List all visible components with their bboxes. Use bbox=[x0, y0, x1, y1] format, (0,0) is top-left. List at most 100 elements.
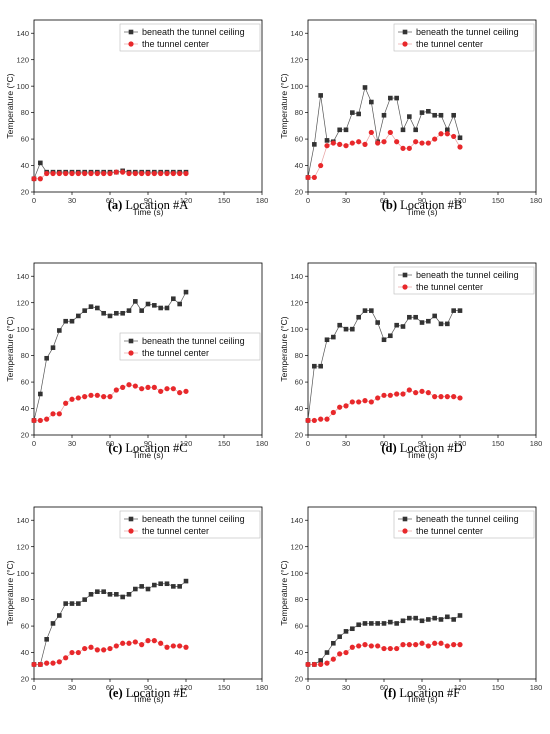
data-point-ceiling bbox=[44, 355, 49, 361]
data-point-ceiling bbox=[445, 127, 450, 133]
data-point-center bbox=[107, 394, 113, 400]
y-tick-label: 20 bbox=[21, 431, 29, 440]
legend-marker-circle bbox=[402, 284, 408, 290]
data-point-center bbox=[375, 140, 381, 146]
legend-label: the tunnel center bbox=[142, 348, 209, 358]
data-point-ceiling bbox=[394, 621, 399, 626]
legend-label: beneath the tunnel ceiling bbox=[416, 27, 519, 37]
data-point-center bbox=[120, 640, 126, 646]
legend-marker-circle bbox=[402, 528, 408, 534]
data-point-center bbox=[444, 394, 450, 400]
data-point-center bbox=[368, 129, 374, 136]
x-tick-label: 90 bbox=[418, 683, 426, 692]
x-tick-label: 120 bbox=[180, 196, 193, 205]
data-point-center bbox=[120, 169, 126, 175]
data-point-center bbox=[145, 384, 151, 390]
caption-label: (a) bbox=[108, 198, 123, 212]
data-point-center bbox=[164, 386, 170, 392]
data-point-ceiling bbox=[139, 584, 144, 589]
data-point-ceiling bbox=[362, 621, 368, 626]
data-point-center bbox=[349, 644, 355, 650]
y-tick-label: 40 bbox=[21, 161, 29, 170]
data-point-ceiling bbox=[324, 650, 330, 655]
data-point-ceiling bbox=[133, 299, 138, 304]
data-point-center bbox=[375, 395, 381, 401]
data-point-ceiling bbox=[120, 594, 125, 600]
data-point-ceiling bbox=[369, 621, 374, 626]
data-point-center bbox=[362, 141, 368, 147]
data-point-ceiling bbox=[350, 626, 355, 632]
data-point-center bbox=[37, 176, 43, 182]
legend: beneath the tunnel ceiling the tunnel cen… bbox=[393, 266, 535, 295]
y-axis-label: Temperature (°C) bbox=[279, 560, 289, 625]
data-point-center bbox=[419, 640, 425, 646]
data-point-center bbox=[177, 170, 183, 177]
data-point-center bbox=[139, 386, 145, 392]
data-point-center bbox=[337, 404, 343, 410]
data-point-center bbox=[406, 387, 412, 393]
data-point-ceiling bbox=[183, 578, 189, 584]
data-point-center bbox=[177, 390, 183, 396]
chart-panel-2: 0 30 60 90 120 150 180 20 40 60 80 100 120 140 Time (s… bbox=[279, 19, 542, 217]
data-point-center bbox=[63, 170, 69, 177]
y-tick-label: 20 bbox=[295, 675, 303, 684]
data-point-ceiling bbox=[152, 582, 157, 588]
data-point-ceiling bbox=[76, 601, 81, 606]
y-tick-label: 100 bbox=[290, 82, 303, 91]
y-tick-label: 100 bbox=[16, 325, 29, 334]
data-point-ceiling bbox=[158, 305, 163, 311]
data-point-ceiling bbox=[356, 622, 361, 628]
data-point-ceiling bbox=[183, 289, 189, 295]
data-point-ceiling bbox=[318, 363, 323, 369]
data-point-ceiling bbox=[331, 334, 336, 340]
data-point-ceiling bbox=[375, 320, 380, 325]
x-tick-label: 180 bbox=[256, 683, 269, 692]
data-point-center bbox=[305, 661, 311, 668]
y-tick-label: 20 bbox=[295, 431, 303, 440]
legend-label: beneath the tunnel ceiling bbox=[142, 336, 245, 346]
data-point-ceiling bbox=[57, 328, 62, 333]
data-point-ceiling bbox=[369, 99, 374, 105]
data-point-center bbox=[31, 417, 37, 424]
y-tick-label: 60 bbox=[21, 135, 29, 144]
data-point-center bbox=[139, 642, 145, 648]
data-point-center bbox=[126, 382, 132, 388]
x-axis-label: Time (s) bbox=[133, 694, 164, 704]
chart-panel-5: 0 30 60 90 120 150 180 20 40 60 80 100 120 140 Time (s… bbox=[5, 506, 269, 704]
chart-panel-1: 0 30 60 90 120 150 180 20 40 60 80 100 120 140 Time (s… bbox=[5, 19, 268, 217]
legend-marker-square bbox=[128, 516, 134, 522]
x-tick-label: 0 bbox=[306, 683, 310, 692]
data-point-ceiling bbox=[171, 296, 176, 302]
panel-caption: (a) Location #A bbox=[108, 198, 189, 212]
data-point-ceiling bbox=[381, 621, 387, 626]
data-point-center bbox=[451, 394, 457, 400]
y-tick-label: 20 bbox=[295, 188, 303, 197]
data-point-center bbox=[362, 642, 368, 648]
data-point-ceiling bbox=[438, 112, 444, 118]
data-point-center bbox=[387, 129, 393, 136]
data-point-center bbox=[343, 403, 349, 409]
data-point-center bbox=[56, 659, 62, 665]
data-point-center bbox=[419, 140, 425, 146]
data-point-center bbox=[94, 647, 100, 653]
legend: beneath the tunnel ceiling the tunnel cen… bbox=[119, 510, 261, 539]
data-point-center bbox=[330, 656, 336, 662]
data-point-center bbox=[438, 394, 444, 400]
y-tick-label: 80 bbox=[21, 351, 29, 360]
data-point-center bbox=[63, 655, 69, 661]
data-point-ceiling bbox=[388, 95, 393, 101]
data-point-ceiling bbox=[114, 592, 119, 597]
data-point-ceiling bbox=[38, 160, 43, 166]
x-tick-label: 180 bbox=[256, 439, 269, 448]
data-point-center bbox=[381, 139, 387, 145]
data-point-ceiling bbox=[419, 618, 425, 624]
data-point-ceiling bbox=[407, 314, 412, 320]
data-point-ceiling bbox=[133, 586, 138, 592]
data-point-ceiling bbox=[369, 308, 374, 313]
legend-marker-square bbox=[402, 272, 408, 278]
data-point-center bbox=[381, 392, 387, 398]
x-tick-label: 90 bbox=[418, 196, 426, 205]
data-point-center bbox=[50, 411, 56, 417]
x-tick-label: 60 bbox=[380, 439, 388, 448]
data-point-ceiling bbox=[318, 658, 323, 663]
